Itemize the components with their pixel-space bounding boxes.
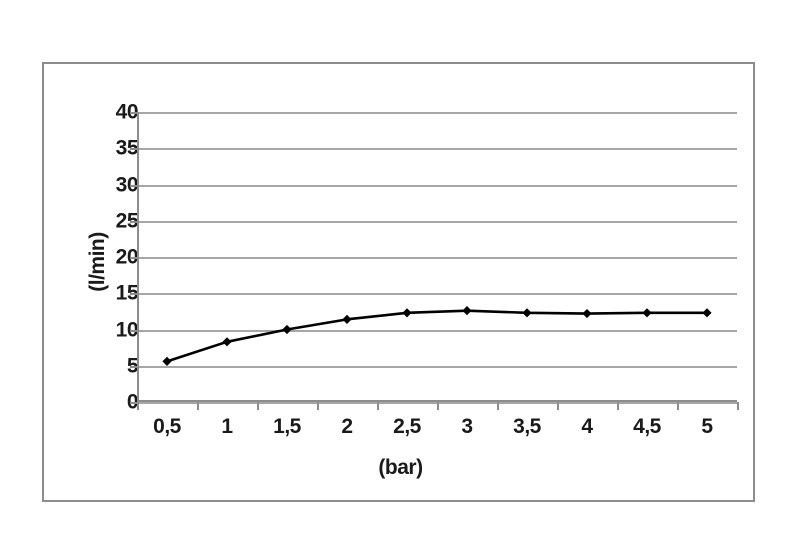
x-axis-tick-label: 5 [701, 415, 713, 438]
data-series-flow [162, 306, 712, 366]
chart-figure-frame: (l/min) 0 5 10 15 20 25 30 35 40 0,5 1 1,5 2 2,5 3 3,5… [42, 62, 755, 502]
y-axis-tick-label: 30 [115, 173, 139, 196]
x-axis-tick-label-group: 0,5 1 1,5 2 2,5 3 3,5 4 4,5 5 [137, 416, 737, 450]
y-axis-tick-mark [130, 184, 137, 187]
data-point-marker [342, 314, 352, 324]
x-axis-tick-label: 2,5 [393, 415, 421, 438]
data-point-marker [402, 308, 412, 318]
x-axis-tick-label: 3,5 [513, 415, 541, 438]
data-point-marker [162, 356, 172, 366]
data-point-marker [282, 324, 292, 335]
y-axis-tick-label: 20 [115, 245, 139, 269]
y-axis-tick-mark [130, 365, 137, 368]
y-axis-tick-label: 25 [115, 209, 139, 233]
x-axis-tick-label: 4,5 [633, 415, 661, 438]
y-axis-tick-label: 40 [115, 100, 139, 124]
y-axis-tick-label: 35 [115, 136, 139, 160]
y-axis-tick-mark [130, 257, 137, 259]
x-axis-tick-mark [677, 402, 679, 410]
data-point-marker [642, 308, 652, 318]
plot-area [130, 112, 739, 410]
y-axis-tick-mark [130, 112, 137, 114]
x-axis-tick-label: 1,5 [273, 415, 301, 438]
x-axis-line [137, 400, 737, 402]
x-axis-tick-label: 4 [581, 415, 593, 438]
x-axis-tick-mark [437, 402, 439, 410]
x-axis-tick-mark [317, 402, 319, 410]
y-axis-tick-mark [130, 148, 137, 151]
x-axis-tick-label: 1 [221, 415, 233, 438]
x-axis-tick-mark [557, 402, 559, 410]
y-axis-tick-label: 15 [115, 281, 139, 305]
x-axis-tick-mark [197, 402, 199, 410]
gridline [137, 184, 737, 187]
x-axis-tick-label: 3 [461, 415, 473, 438]
data-point-marker [462, 306, 472, 316]
data-point-marker [702, 308, 712, 318]
x-axis-tick-mark [497, 402, 499, 410]
data-point-marker [582, 308, 592, 319]
gridline [137, 365, 737, 368]
series-line [166, 309, 707, 363]
x-axis-tick-mark [377, 402, 379, 410]
gridline [137, 257, 737, 259]
data-point-marker [222, 337, 232, 347]
y-axis-line [137, 112, 139, 402]
x-axis-tick-mark [737, 402, 739, 410]
gridline [137, 220, 737, 223]
y-axis-tick-label-group: 0 5 10 15 20 25 30 35 40 [96, 102, 139, 413]
y-axis-tick-mark [130, 220, 137, 223]
x-axis-tick-label: 0,5 [153, 415, 181, 438]
gridline [137, 293, 737, 296]
x-axis-tick-mark [617, 402, 619, 410]
x-axis-tick-mark [257, 402, 259, 410]
x-axis-tick-mark [137, 402, 139, 410]
gridline [137, 329, 737, 332]
y-axis-tick-mark [130, 329, 137, 332]
y-axis-tick-mark [130, 402, 137, 404]
gridline [137, 112, 737, 114]
x-axis-title: (bar) [378, 456, 423, 479]
y-axis-tick-mark [130, 293, 137, 296]
data-point-marker [522, 308, 532, 318]
y-axis-tick-label: 10 [115, 318, 139, 341]
gridline [137, 148, 737, 151]
x-axis-tick-label: 2 [341, 415, 353, 438]
